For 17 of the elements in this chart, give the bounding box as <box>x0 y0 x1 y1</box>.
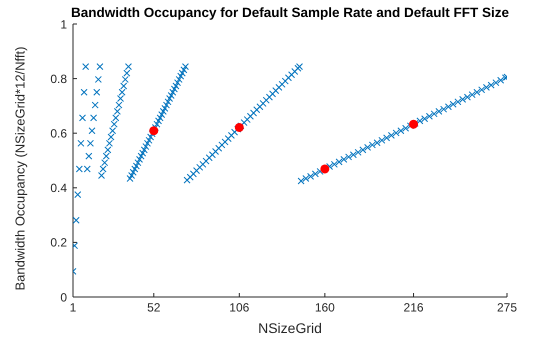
y-tick-label: 0.8 <box>50 72 68 86</box>
x-axis-title: NSizeGrid <box>258 320 322 336</box>
point <box>234 122 244 132</box>
x-tick-label: 275 <box>496 300 518 315</box>
x-tick-label: 52 <box>147 300 161 315</box>
x-tick-label: 216 <box>404 300 424 315</box>
y-tick-label: 0.4 <box>50 181 68 196</box>
x-tick-label: 106 <box>229 300 250 315</box>
y-axis-title: Bandwidth Occupancy (NSizeGrid*12/Nfft) <box>12 46 28 290</box>
x-tick-label: 1 <box>70 300 77 315</box>
y-tick-label: 1 <box>60 17 68 32</box>
y-tick-label: 0.2 <box>50 236 68 250</box>
y-tick-label: 0.6 <box>50 126 68 140</box>
x-tick-label: 160 <box>314 300 336 315</box>
point <box>149 126 158 136</box>
chart-title: Bandwidth Occupancy for Default Sample Rate and Default FFT Size <box>70 5 510 20</box>
y-tick-label: 0 <box>60 290 68 304</box>
